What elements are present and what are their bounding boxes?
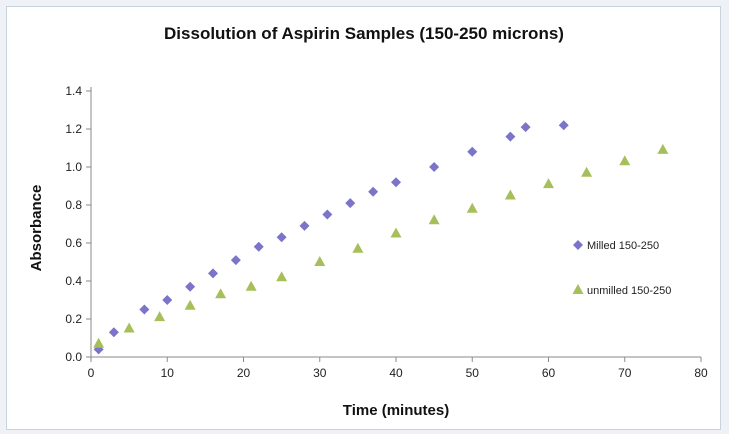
x-tick-label: 40 [389, 366, 403, 380]
milled-point [345, 198, 356, 209]
unmilled-point [184, 299, 196, 310]
milled-point [162, 295, 173, 305]
y-tick-label: 1.0 [65, 160, 82, 174]
y-tick-label: 0.2 [65, 312, 82, 326]
unmilled-point [93, 337, 105, 348]
milled-point [391, 177, 401, 188]
legend-diamond-icon [573, 240, 583, 250]
milled-point [185, 281, 196, 292]
milled-point [139, 304, 150, 315]
unmilled-point [504, 189, 516, 200]
x-tick-label: 30 [313, 366, 327, 380]
unmilled-point [276, 271, 288, 282]
milled-point [276, 232, 287, 243]
milled-point [322, 209, 333, 220]
unmilled-point [245, 280, 257, 291]
milled-point [467, 146, 478, 157]
x-tick-label: 80 [694, 366, 708, 380]
chart-svg: Dissolution of Aspirin Samples (150-250 … [28, 24, 708, 419]
x-tick-label: 70 [618, 366, 632, 380]
legend: Milled 150-250 unmilled 150-250 [572, 240, 671, 297]
x-axis-title: Time (minutes) [343, 402, 449, 419]
y-tick-label: 0.8 [65, 198, 82, 212]
milled-point [368, 186, 379, 197]
x-tick-label: 50 [466, 366, 480, 380]
y-axis-title: Absorbance [28, 185, 45, 272]
y-tick-label: 0.0 [65, 350, 82, 364]
unmilled-point [428, 214, 440, 225]
milled-point [108, 327, 119, 338]
unmilled-point [154, 311, 166, 322]
legend-label: Milled 150-250 [587, 240, 659, 252]
y-tick-label: 0.6 [65, 236, 82, 250]
x-tick-label: 60 [542, 366, 556, 380]
unmilled-point [123, 322, 135, 333]
milled-point [299, 220, 310, 231]
legend-label: unmilled 150-250 [587, 285, 671, 297]
ticks-layer: 0 10 20 30 40 50 60 70 80 0.0 0.2 0.4 0.6 0.8 1.0 1.2 1.… [65, 84, 708, 380]
milled-point [208, 268, 218, 279]
unmilled-point [352, 242, 364, 253]
y-tick-label: 1.2 [65, 122, 82, 136]
milled-point [230, 255, 241, 266]
milled-point [520, 122, 531, 133]
x-tick-label: 20 [237, 366, 251, 380]
milled-point [505, 131, 516, 142]
chart-title: Dissolution of Aspirin Samples (150-250 … [164, 24, 564, 43]
milled-point [429, 162, 440, 172]
unmilled-point [581, 166, 593, 177]
unmilled-point [314, 256, 326, 266]
x-tick-label: 10 [161, 366, 175, 380]
unmilled-point [215, 288, 227, 299]
legend-triangle-icon [572, 284, 584, 294]
unmilled-point [466, 202, 478, 213]
unmilled-point [390, 227, 402, 238]
unmilled-point [657, 143, 669, 154]
y-tick-label: 1.4 [65, 84, 82, 98]
milled-point [253, 241, 264, 252]
points-layer [93, 120, 669, 355]
y-tick-label: 0.4 [65, 274, 82, 288]
milled-point [558, 120, 569, 131]
x-tick-label: 0 [88, 366, 95, 380]
chart-frame: Dissolution of Aspirin Samples (150-250 … [6, 6, 721, 430]
unmilled-point [619, 155, 631, 166]
unmilled-point [543, 178, 554, 189]
